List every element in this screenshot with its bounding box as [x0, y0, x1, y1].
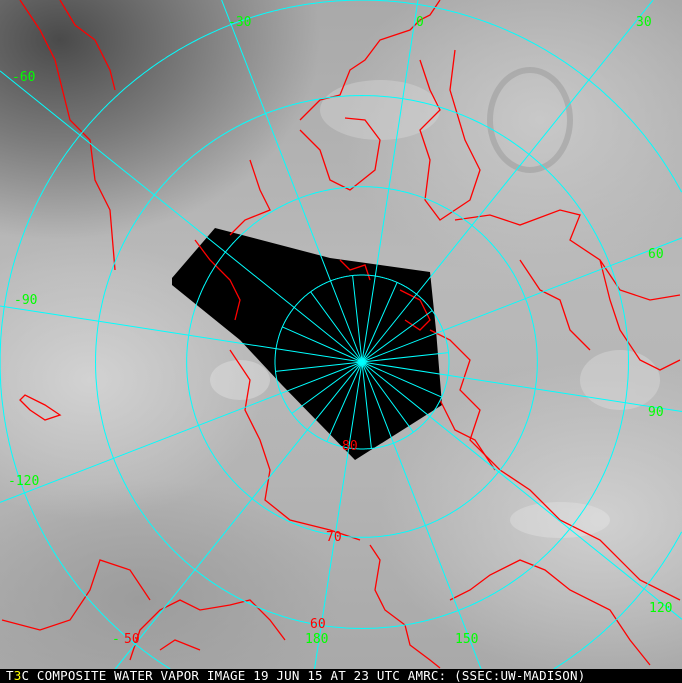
meridian--165 [326, 361, 363, 442]
no-data-region [172, 228, 442, 460]
longitude-label-0: 0 [416, 15, 424, 30]
meridian-0 [361, 0, 419, 363]
meridian-165 [361, 361, 372, 449]
latitude-label-60: 60 [310, 617, 326, 632]
meridian-105 [361, 361, 442, 398]
longitude-label--90: -90 [14, 293, 37, 308]
meridian--30 [221, 0, 363, 363]
graticule-labels: -30 0 30 -60 60 -90 90 -120 120 150 180 - 80 70 60 50 [8, 15, 672, 647]
meridian--60 [0, 70, 363, 363]
meridian--90 [0, 305, 363, 363]
latitude-label-80: 80 [342, 439, 358, 454]
latitude-label-70: 70 [326, 530, 342, 545]
meridian-90 [361, 361, 682, 412]
meridian-120 [361, 361, 682, 620]
latitude-label-50: 50 [124, 632, 140, 647]
longitude-label-180: 180 [305, 632, 328, 647]
meridian-75 [361, 352, 449, 363]
longitude-label-150: 150 [455, 632, 478, 647]
meridian-60 [361, 237, 682, 363]
longitude-label--120: -120 [8, 474, 39, 489]
meridian--105 [275, 361, 363, 372]
longitude-label--60: -60 [12, 70, 35, 85]
cloud-texture [210, 67, 660, 538]
longitude-label-60: 60 [648, 247, 664, 262]
meridian--75 [282, 326, 363, 363]
meridian--150 [114, 361, 363, 670]
caption-prefix: T [6, 668, 14, 683]
latitude-circle-70 [186, 186, 538, 538]
meridian-45 [361, 310, 433, 363]
latitude-circle-80 [274, 274, 450, 450]
meridian--180 [314, 361, 363, 670]
longitude-label-30: 30 [636, 15, 652, 30]
longitude-label-120: 120 [649, 601, 672, 616]
longitude-label--150: - [112, 632, 120, 647]
meridian--120 [0, 361, 363, 503]
longitude-label-90: 90 [648, 405, 664, 420]
meridian-150 [361, 361, 482, 670]
longitude-label--30: -30 [228, 15, 251, 30]
meridian-135 [361, 361, 414, 433]
meridian--15 [352, 275, 363, 363]
meridian-30 [361, 0, 654, 363]
meridian--45 [310, 291, 363, 363]
meridian--135 [291, 361, 363, 414]
caption-marker: 3 [13, 668, 22, 683]
latitude-circle-60 [94, 94, 629, 630]
image-caption: T3C COMPOSITE WATER VAPOR IMAGE 19 JUN 1… [0, 669, 682, 682]
caption-text: C COMPOSITE WATER VAPOR IMAGE 19 JUN 15 … [21, 668, 586, 683]
meridian-15 [361, 282, 398, 363]
